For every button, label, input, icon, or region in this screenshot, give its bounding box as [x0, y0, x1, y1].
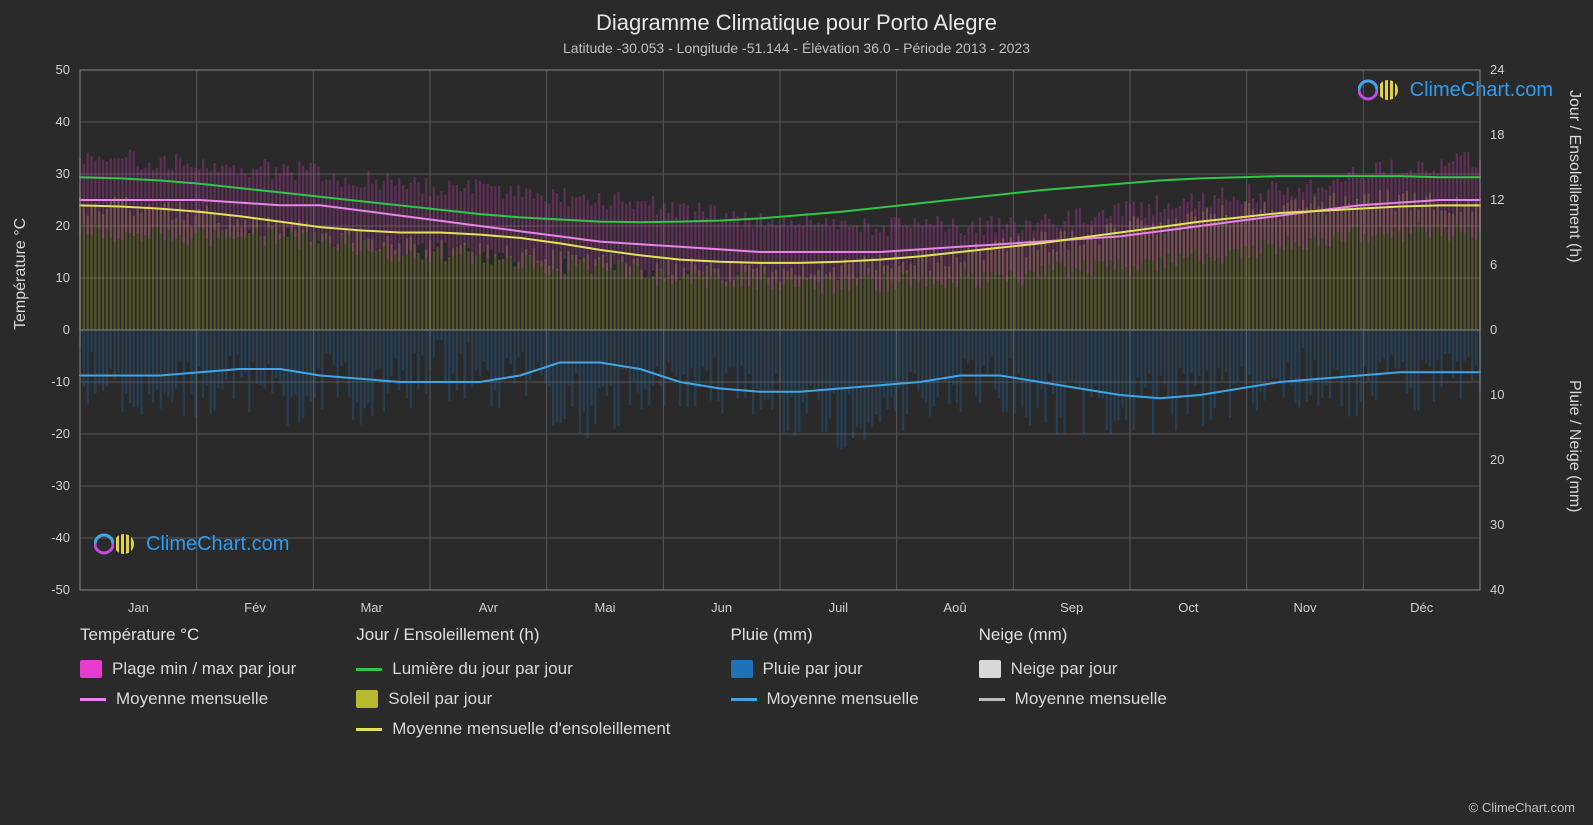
legend-label: Soleil par jour: [388, 689, 492, 709]
legend-item: Moyenne mensuelle: [979, 689, 1167, 709]
svg-text:Fév: Fév: [244, 600, 266, 615]
svg-text:Juil: Juil: [829, 600, 849, 615]
legend-swatch: [356, 690, 378, 708]
svg-text:10: 10: [1490, 387, 1504, 402]
svg-text:Jan: Jan: [128, 600, 149, 615]
svg-text:18: 18: [1490, 127, 1504, 142]
legend-group-title: Neige (mm): [979, 625, 1167, 645]
y-axis-right-top-label: Jour / Ensoleillement (h): [1565, 90, 1583, 263]
svg-text:-50: -50: [51, 582, 70, 597]
legend-label: Moyenne mensuelle d'ensoleillement: [392, 719, 670, 739]
legend-label: Moyenne mensuelle: [1015, 689, 1167, 709]
legend-item: Moyenne mensuelle d'ensoleillement: [356, 719, 670, 739]
legend-label: Moyenne mensuelle: [116, 689, 268, 709]
chart-title: Diagramme Climatique pour Porto Alegre: [0, 10, 1593, 36]
legend-swatch: [356, 668, 382, 671]
svg-text:6: 6: [1490, 257, 1497, 272]
legend-group: Jour / Ensoleillement (h) Lumière du jour…: [356, 625, 670, 739]
legend-group-title: Température °C: [80, 625, 296, 645]
svg-text:0: 0: [1490, 322, 1497, 337]
legend-item: Moyenne mensuelle: [731, 689, 919, 709]
legend-swatch: [731, 660, 753, 678]
legend-swatch: [979, 660, 1001, 678]
climechart-logo-bottom: ClimeChart.com: [94, 532, 289, 556]
svg-text:-40: -40: [51, 530, 70, 545]
legend-item: Pluie par jour: [731, 659, 919, 679]
svg-text:20: 20: [1490, 452, 1504, 467]
svg-text:24: 24: [1490, 65, 1504, 77]
legend-swatch: [80, 660, 102, 678]
legend-item: Plage min / max par jour: [80, 659, 296, 679]
svg-text:30: 30: [1490, 517, 1504, 532]
y-axis-right-bottom-label: Pluie / Neige (mm): [1565, 380, 1583, 512]
svg-text:Sep: Sep: [1060, 600, 1083, 615]
legend-group-title: Pluie (mm): [731, 625, 919, 645]
svg-text:0: 0: [63, 322, 70, 337]
legend-group: Pluie (mm) Pluie par jour Moyenne mensuell…: [731, 625, 919, 739]
chart-plot-area: -50-40-30-20-100102030405006121824102030…: [80, 70, 1480, 590]
legend-swatch: [80, 698, 106, 701]
chart-subtitle: Latitude -30.053 - Longitude -51.144 - É…: [0, 40, 1593, 56]
svg-text:40: 40: [1490, 582, 1504, 597]
legend-item: Neige par jour: [979, 659, 1167, 679]
legend-label: Moyenne mensuelle: [767, 689, 919, 709]
svg-text:40: 40: [56, 114, 70, 129]
legend-item: Lumière du jour par jour: [356, 659, 670, 679]
legend-label: Plage min / max par jour: [112, 659, 296, 679]
svg-text:Avr: Avr: [479, 600, 499, 615]
svg-text:-30: -30: [51, 478, 70, 493]
copyright-text: © ClimeChart.com: [1469, 800, 1575, 815]
legend-label: Pluie par jour: [763, 659, 863, 679]
svg-text:12: 12: [1490, 192, 1504, 207]
svg-text:-10: -10: [51, 374, 70, 389]
legend-label: Lumière du jour par jour: [392, 659, 572, 679]
legend-group-title: Jour / Ensoleillement (h): [356, 625, 670, 645]
svg-text:50: 50: [56, 65, 70, 77]
svg-text:30: 30: [56, 166, 70, 181]
climechart-logo-top: ClimeChart.com: [1358, 78, 1553, 102]
svg-text:Nov: Nov: [1293, 600, 1317, 615]
chart-legend: Température °C Plage min / max par jour Mo…: [80, 625, 1510, 739]
y-axis-left-label: Température °C: [12, 218, 30, 330]
legend-group: Température °C Plage min / max par jour Mo…: [80, 625, 296, 739]
svg-text:Aoû: Aoû: [943, 600, 966, 615]
svg-text:10: 10: [56, 270, 70, 285]
svg-text:Oct: Oct: [1178, 600, 1199, 615]
legend-item: Soleil par jour: [356, 689, 670, 709]
svg-text:Déc: Déc: [1410, 600, 1434, 615]
legend-group: Neige (mm) Neige par jour Moyenne mensuell…: [979, 625, 1167, 739]
legend-swatch: [731, 698, 757, 701]
logo-text: ClimeChart.com: [1410, 79, 1553, 102]
legend-item: Moyenne mensuelle: [80, 689, 296, 709]
svg-text:Mar: Mar: [360, 600, 383, 615]
svg-text:Mai: Mai: [595, 600, 616, 615]
logo-text: ClimeChart.com: [146, 533, 289, 556]
svg-text:20: 20: [56, 218, 70, 233]
legend-swatch: [356, 728, 382, 731]
legend-label: Neige par jour: [1011, 659, 1118, 679]
svg-text:-20: -20: [51, 426, 70, 441]
legend-swatch: [979, 698, 1005, 701]
svg-text:Jun: Jun: [711, 600, 732, 615]
